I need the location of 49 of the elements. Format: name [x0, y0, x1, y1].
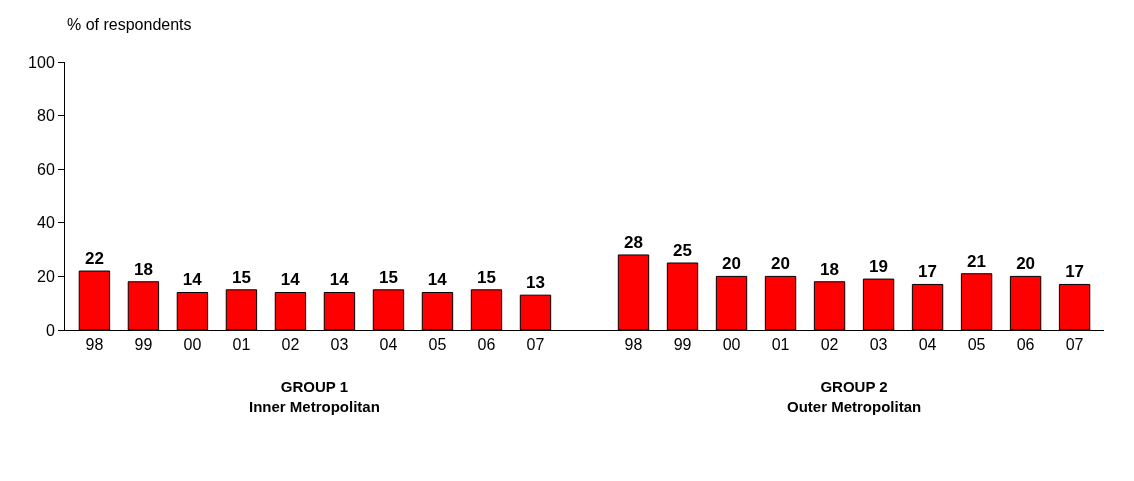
text: GROUP 1 Inner Metropolitan — [249, 378, 380, 415]
x-tick-label: 06 — [1016, 336, 1035, 354]
data-label: 22 — [84, 249, 104, 269]
y-tick-label: 40 — [37, 214, 55, 232]
y-tick-label: 100 — [28, 53, 55, 71]
x-tick-label: 05 — [967, 336, 986, 354]
data-label: 20 — [1016, 254, 1036, 274]
data-label: 18 — [133, 259, 153, 279]
x-tick-label: 07 — [526, 336, 545, 354]
data-label: 18 — [820, 259, 840, 279]
text: GROUP 2 Outer Metropolitan — [787, 378, 922, 415]
x-tick-label: 99 — [134, 336, 153, 354]
y-tick-label: 80 — [37, 107, 55, 125]
x-tick-label: 06 — [477, 336, 496, 354]
y-tick-label: 60 — [37, 160, 55, 178]
x-tick-label: 00 — [722, 336, 741, 354]
x-tick-label: 04 — [379, 336, 398, 354]
data-label: 14 — [182, 270, 203, 290]
y-tick-label: 20 — [37, 268, 55, 285]
x-tick-label: 04 — [918, 336, 937, 354]
x-tick-label: 07 — [1065, 336, 1084, 354]
data-label: 20 — [722, 254, 741, 274]
data-label: 21 — [967, 251, 987, 271]
data-label: 14 — [329, 270, 350, 290]
x-tick-label: 02 — [281, 336, 300, 354]
data-label: 15 — [379, 267, 398, 287]
data-label: 15 — [477, 267, 496, 287]
x-tick-label: 05 — [428, 336, 447, 354]
x-tick-label: 03 — [330, 336, 349, 354]
x-tick-label: 01 — [232, 336, 251, 354]
x-tick-label: 02 — [820, 336, 839, 354]
data-label: 17 — [918, 262, 938, 282]
x-tick-label: 98 — [85, 336, 104, 354]
data-label: 17 — [1065, 262, 1085, 282]
data-label: 20 — [771, 254, 790, 274]
y-tick-label: 0 — [45, 321, 55, 339]
x-tick-label: 98 — [624, 336, 643, 354]
data-label: 19 — [869, 257, 889, 277]
data-label: 14 — [427, 270, 448, 290]
x-tick-label: 00 — [183, 336, 202, 354]
x-tick-label: 03 — [869, 336, 888, 354]
y-axis-title: % of respondents — [67, 16, 192, 33]
x-tick-label: 01 — [771, 336, 790, 354]
data-label: 28 — [624, 232, 643, 252]
data-label: 15 — [231, 267, 251, 287]
x-tick-label: 99 — [673, 336, 692, 354]
data-label: 25 — [673, 241, 692, 260]
data-label: 13 — [526, 273, 545, 293]
data-label: 14 — [280, 270, 301, 290]
